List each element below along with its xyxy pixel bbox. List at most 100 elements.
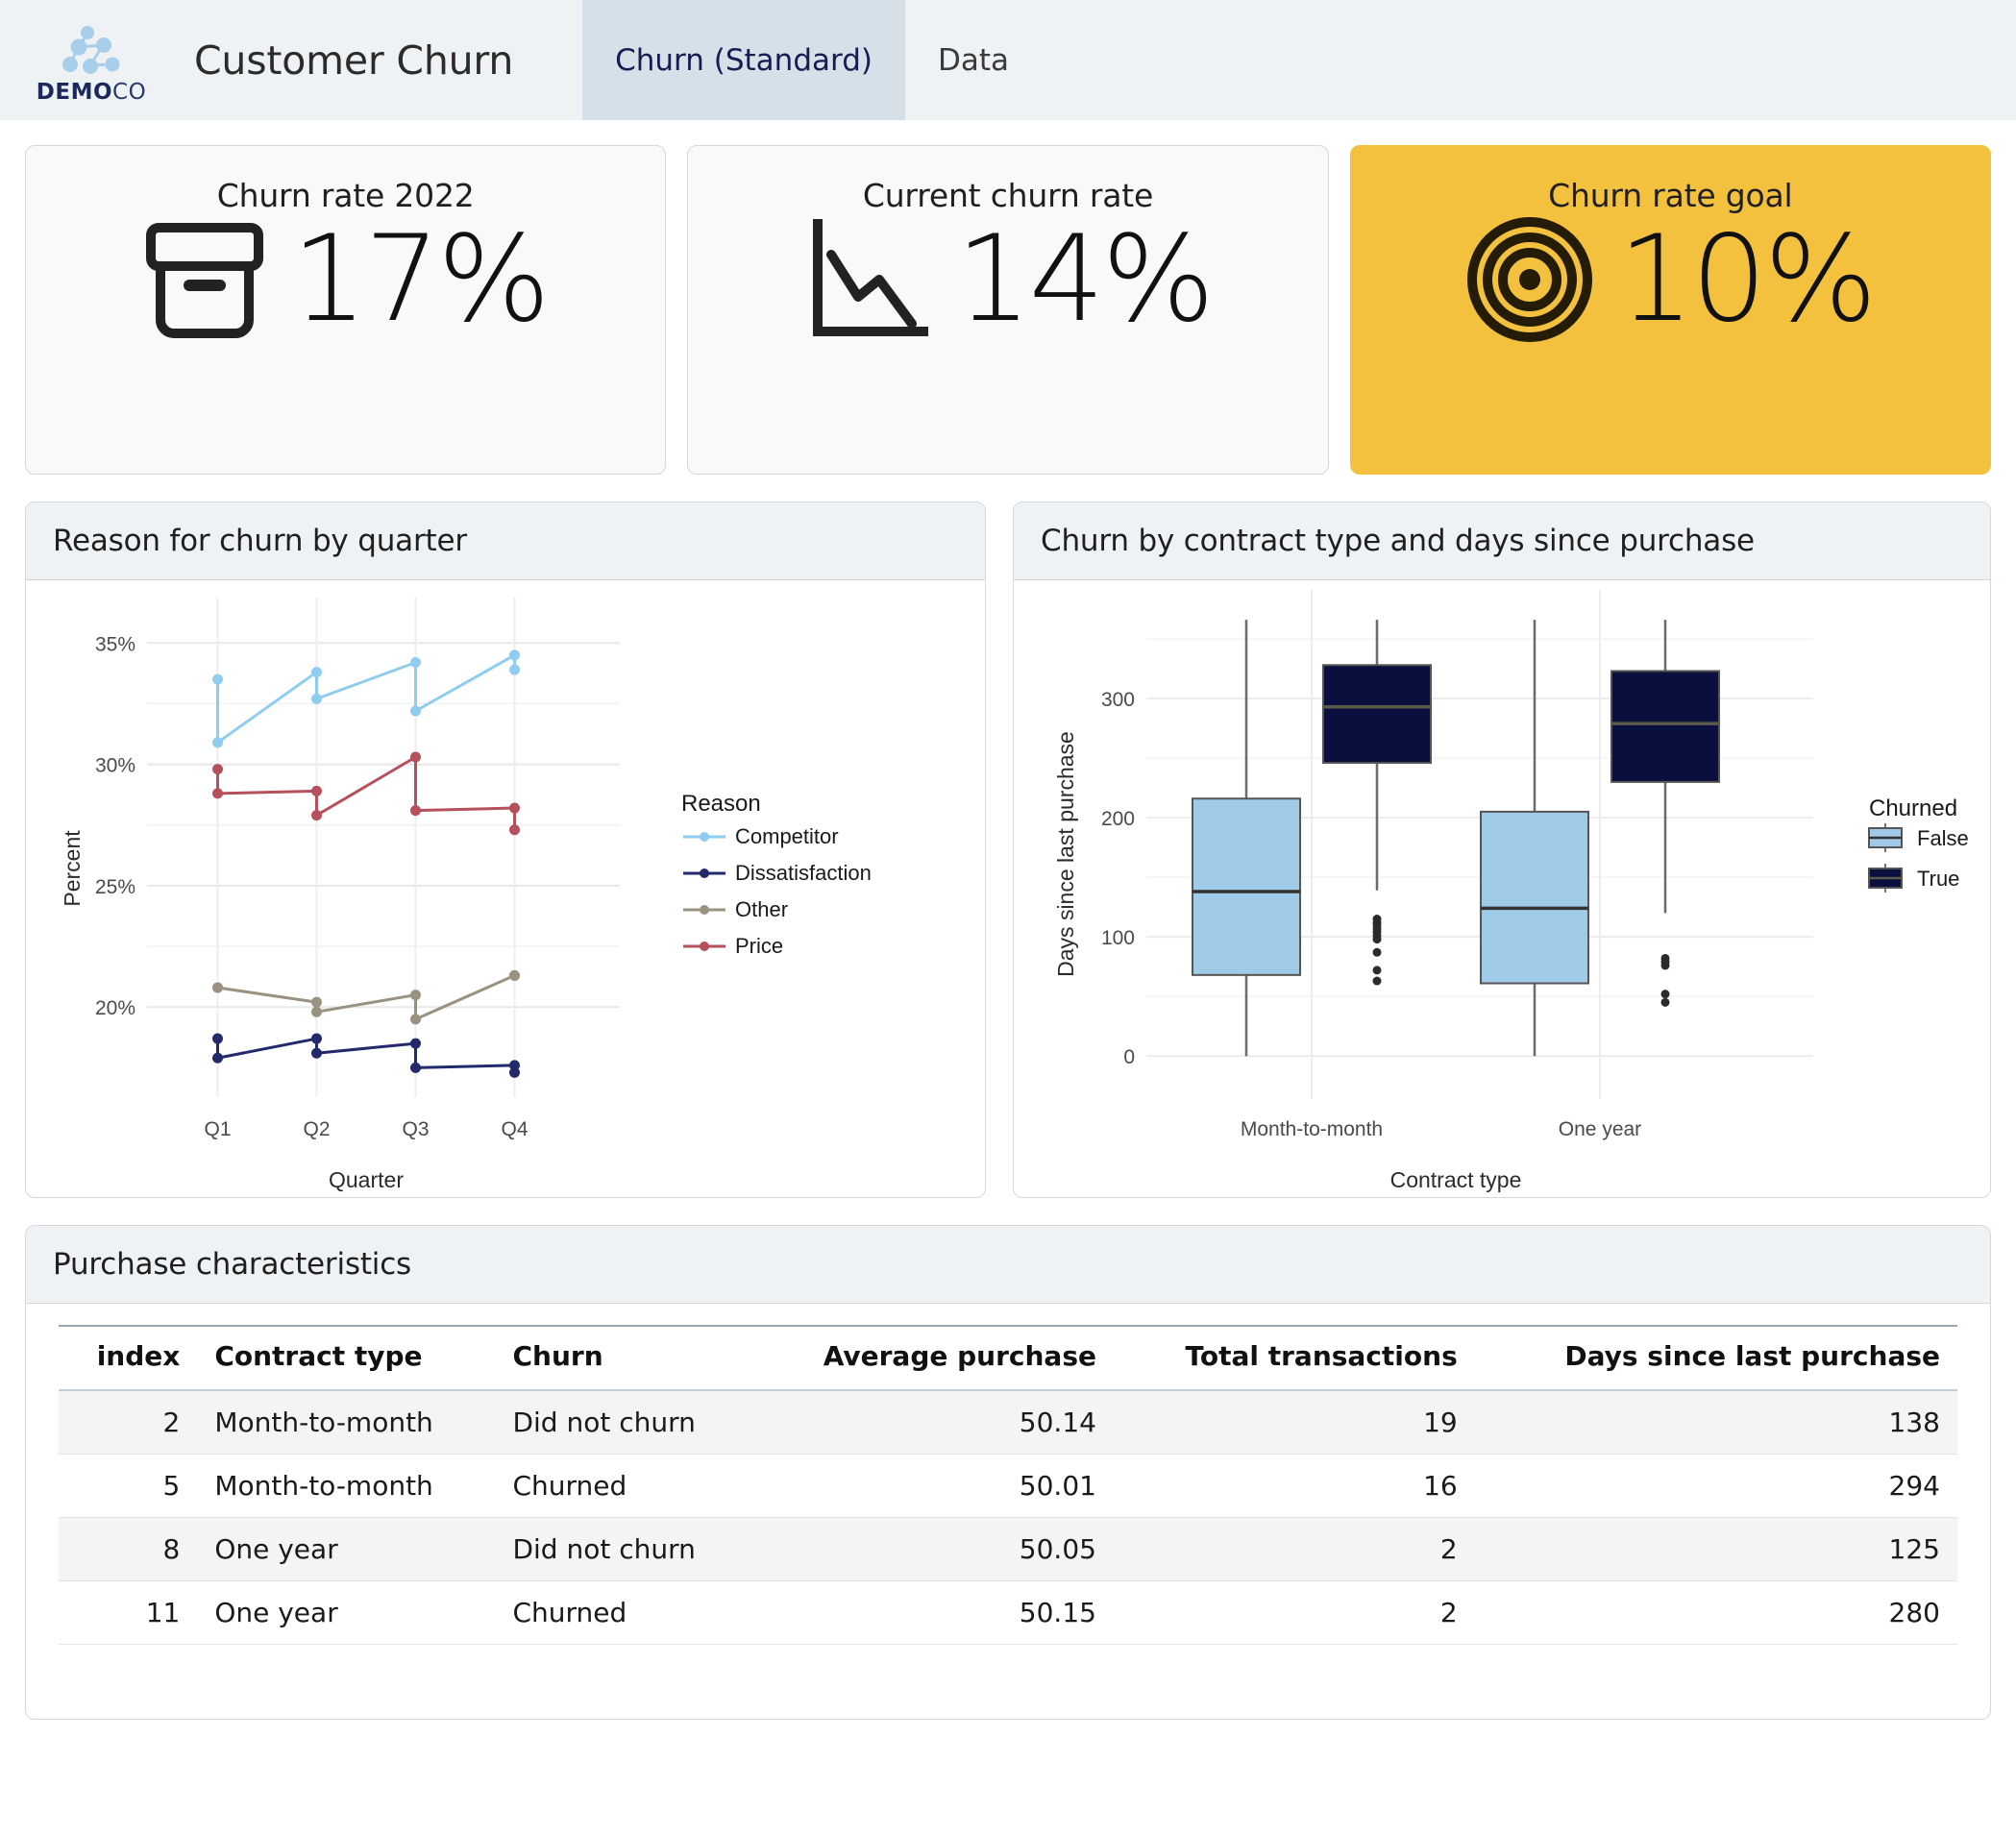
- x-axis-label: Quarter: [329, 1167, 404, 1192]
- legend-item-price[interactable]: Price: [683, 934, 783, 958]
- cell-contract-type: One year: [197, 1580, 496, 1645]
- cell-churn: Churned: [495, 1580, 751, 1645]
- cell-total-transactions: 16: [1113, 1454, 1475, 1518]
- chart-panel-row: Reason for churn by quarter 20% 25% 30% 35%…: [25, 502, 1991, 1198]
- y-axis-label: Percent: [60, 830, 85, 907]
- box-one-year-true[interactable]: [1610, 620, 1720, 1007]
- brand-wordmark: DEMOCO: [37, 80, 146, 105]
- box-month-to-month-true[interactable]: [1322, 620, 1432, 986]
- panel-reason-for-churn: Reason for churn by quarter 20% 25% 30% 35%…: [25, 502, 986, 1198]
- panel-churn-by-contract-type: Churn by contract type and days since pu…: [1013, 502, 1991, 1198]
- y-axis-label: Days since last purchase: [1053, 731, 1078, 977]
- y-tick-label: 25%: [95, 876, 135, 898]
- x-tick-label: Q1: [204, 1118, 231, 1140]
- kpi-value: 10%: [1618, 210, 1878, 349]
- line-series-dissatisfaction: [212, 1033, 520, 1078]
- table-row[interactable]: 8 One year Did not churn 50.05 2 125: [59, 1517, 1957, 1581]
- y-tick-label: 35%: [95, 633, 135, 655]
- line-series-competitor: [212, 649, 520, 748]
- brand-word-light: CO: [112, 79, 147, 105]
- legend-item-competitor[interactable]: Competitor: [683, 824, 839, 848]
- column-header-churn[interactable]: Churn: [495, 1325, 751, 1391]
- line-series-other: [212, 969, 520, 1025]
- churn-by-contract-box-plot[interactable]: 0 100 200 300 Month-to-month One year Days sin…: [1014, 580, 1991, 1198]
- kpi-card-churn-rate-goal[interactable]: Churn rate goal 10%: [1349, 145, 1991, 475]
- legend-label: False: [1917, 826, 1969, 850]
- cell-index: 11: [59, 1580, 198, 1645]
- box-one-year-false[interactable]: [1480, 620, 1589, 1057]
- legend-label: Dissatisfaction: [735, 861, 872, 885]
- kpi-value: 14%: [955, 210, 1216, 349]
- kpi-body: 14%: [688, 216, 1327, 343]
- cell-contract-type: One year: [197, 1517, 496, 1581]
- legend-item-true[interactable]: True: [1868, 864, 1959, 893]
- kpi-card-row: Churn rate 2022 17% Current churn rate 1…: [25, 145, 1991, 475]
- line-chart-down-icon: [812, 219, 928, 336]
- cell-total-transactions: 2: [1113, 1517, 1475, 1581]
- x-tick-label: Q2: [303, 1118, 330, 1140]
- legend-item-other[interactable]: Other: [683, 897, 788, 921]
- brand-logo[interactable]: DEMOCO: [0, 0, 183, 120]
- brand-word-bold: DEMO: [36, 79, 113, 105]
- cell-contract-type: Month-to-month: [197, 1390, 496, 1455]
- cell-days-since-last-purchase: 294: [1474, 1454, 1957, 1518]
- column-header-total-transactions[interactable]: Total transactions: [1113, 1325, 1475, 1391]
- cell-index: 8: [59, 1517, 198, 1581]
- cell-churn: Did not churn: [495, 1517, 751, 1581]
- kpi-title: Churn rate 2022: [216, 177, 475, 214]
- cell-index: 2: [59, 1390, 198, 1455]
- x-tick-label: Q3: [402, 1118, 429, 1140]
- cell-average-purchase: 50.01: [750, 1454, 1114, 1518]
- table-row[interactable]: 5 Month-to-month Churned 50.01 16 294: [59, 1454, 1957, 1518]
- molecule-network-icon: [62, 25, 120, 74]
- column-header-average-purchase[interactable]: Average purchase: [750, 1325, 1114, 1391]
- column-header-index[interactable]: index: [59, 1325, 198, 1391]
- x-tick-label: One year: [1559, 1118, 1641, 1140]
- legend-item-false[interactable]: False: [1868, 823, 1969, 852]
- kpi-body: 10%: [1351, 216, 1990, 343]
- cell-contract-type: Month-to-month: [197, 1454, 496, 1518]
- cell-average-purchase: 50.15: [750, 1580, 1114, 1645]
- archive-box-icon: [146, 223, 264, 338]
- table-header: index Contract type Churn Average purcha…: [59, 1325, 1957, 1391]
- tab-data[interactable]: Data: [937, 42, 1009, 78]
- tab-churn-standard[interactable]: Churn (Standard): [582, 0, 905, 120]
- box-month-to-month-false[interactable]: [1192, 620, 1301, 1057]
- y-tick-label: 300: [1101, 689, 1135, 711]
- legend-label: Other: [735, 897, 788, 921]
- panel-body-line-chart: 20% 25% 30% 35% Q1 Q2 Q3 Q4 Percent Quarter Reason…: [26, 580, 985, 1198]
- kpi-card-churn-rate-2022[interactable]: Churn rate 2022 17%: [25, 145, 667, 475]
- reason-for-churn-line-chart[interactable]: 20% 25% 30% 35% Q1 Q2 Q3 Q4 Percent Quarter Reason…: [26, 580, 985, 1198]
- cell-days-since-last-purchase: 138: [1474, 1390, 1957, 1455]
- kpi-title: Current churn rate: [862, 177, 1154, 214]
- table-row[interactable]: 2 Month-to-month Did not churn 50.14 19 138: [59, 1390, 1957, 1455]
- x-tick-label: Month-to-month: [1241, 1118, 1383, 1140]
- panel-purchase-characteristics: Purchase characteristics index Contract …: [25, 1225, 1991, 1720]
- table-row[interactable]: 11 One year Churned 50.15 2 280: [59, 1580, 1957, 1645]
- cell-average-purchase: 50.14: [750, 1390, 1114, 1455]
- cell-days-since-last-purchase: 125: [1474, 1517, 1957, 1581]
- cell-index: 5: [59, 1454, 198, 1518]
- panel-title-reason-for-churn: Reason for churn by quarter: [26, 502, 985, 580]
- legend-label: True: [1917, 867, 1959, 891]
- kpi-value: 17%: [291, 210, 551, 349]
- cell-total-transactions: 2: [1113, 1580, 1475, 1645]
- table-body: 2 Month-to-month Did not churn 50.14 19 138 5 M…: [59, 1390, 1957, 1645]
- y-tick-label: 20%: [95, 997, 135, 1019]
- y-tick-label: 100: [1101, 927, 1135, 949]
- app-title: Customer Churn: [194, 37, 514, 84]
- panel-body-box-plot: 0 100 200 300 Month-to-month One year Days sin…: [1014, 580, 1991, 1198]
- column-header-days-since-last-purchase[interactable]: Days since last purchase: [1474, 1325, 1957, 1391]
- column-header-contract-type[interactable]: Contract type: [197, 1325, 496, 1391]
- cell-total-transactions: 19: [1113, 1390, 1475, 1455]
- legend-title: Churned: [1869, 795, 1957, 821]
- kpi-card-current-churn-rate[interactable]: Current churn rate 14%: [687, 145, 1329, 475]
- legend-item-dissatisfaction[interactable]: Dissatisfaction: [683, 861, 872, 885]
- y-tick-label: 0: [1123, 1046, 1135, 1068]
- purchase-characteristics-table: index Contract type Churn Average purcha…: [59, 1325, 1957, 1645]
- x-axis-label: Contract type: [1390, 1167, 1522, 1192]
- top-navigation-bar: DEMOCO Customer Churn Churn (Standard) D…: [0, 0, 2016, 120]
- y-tick-label: 200: [1101, 808, 1135, 830]
- cell-average-purchase: 50.05: [750, 1517, 1114, 1581]
- bullseye-target-icon: [1467, 217, 1593, 342]
